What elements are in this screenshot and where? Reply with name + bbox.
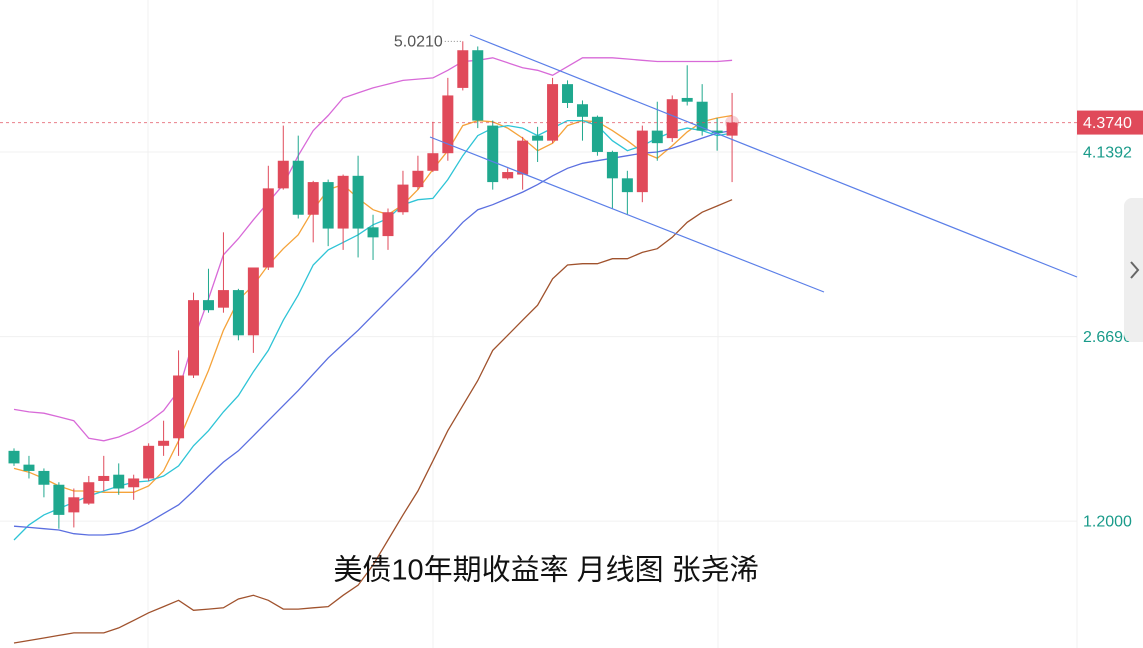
candle-body	[337, 175, 349, 229]
candle-body	[427, 153, 439, 171]
candle-body	[606, 151, 618, 179]
candle-body	[247, 267, 259, 336]
candle-body	[457, 50, 469, 88]
candle-body	[68, 497, 80, 513]
side-toggle[interactable]	[1124, 198, 1143, 342]
grid: 1.2000 2.6696 4.1392	[0, 144, 1132, 530]
candles	[8, 41, 738, 529]
candle-body	[173, 375, 185, 439]
max-label: 5.0210	[394, 34, 443, 51]
candle-body	[367, 227, 379, 238]
candle-body	[143, 445, 155, 479]
candle-body	[23, 464, 35, 471]
candle-body	[487, 125, 499, 183]
trend-lines	[429, 34, 1078, 293]
candle-body	[202, 300, 214, 311]
candle-body	[158, 440, 170, 446]
candle-body	[681, 97, 693, 102]
y-tick-label: 4.1392	[1083, 144, 1132, 161]
candle-body	[217, 290, 229, 308]
side-toggle-bg[interactable]	[1124, 198, 1143, 342]
trend-line	[469, 34, 1078, 278]
candle-body	[666, 99, 678, 139]
candle-body	[472, 50, 484, 121]
candle-body	[591, 116, 603, 152]
candle-body	[128, 478, 140, 488]
candle-body	[38, 470, 50, 485]
candle-body	[502, 172, 514, 179]
indicator-line	[13, 57, 733, 442]
candle-body	[307, 182, 319, 215]
candle-body	[412, 170, 424, 188]
candle-body	[232, 290, 244, 336]
candle-body	[397, 184, 409, 213]
indicator-line	[13, 199, 733, 644]
overlay: 4.3740 5.0210	[0, 34, 1143, 135]
chevron-icon[interactable]	[1130, 261, 1140, 279]
candle-body	[188, 300, 200, 376]
candle-body	[277, 160, 289, 189]
candle-body	[711, 130, 723, 134]
current-price-label: 4.3740	[1083, 115, 1132, 132]
candle-body	[352, 175, 364, 229]
candle-body	[562, 84, 574, 103]
candle-body	[442, 95, 454, 154]
candle-body	[651, 130, 663, 144]
candle-body	[292, 160, 304, 215]
candle-body	[636, 130, 648, 193]
current-price-badge	[1077, 110, 1143, 135]
candle-body	[532, 135, 544, 141]
candle-body	[696, 101, 708, 131]
candle-body	[621, 178, 633, 193]
candle-body	[262, 188, 274, 268]
candle-body	[322, 182, 334, 229]
candle-body	[113, 474, 125, 489]
candle-body	[576, 104, 588, 117]
candle-body	[53, 484, 65, 515]
current-price-glow	[725, 115, 740, 130]
candle-body	[98, 475, 110, 481]
chart-title: 美债10年期收益率 月线图 张尧浠	[333, 554, 758, 587]
candle-body	[8, 450, 20, 464]
candle-body	[726, 122, 738, 136]
candle-body	[382, 212, 394, 237]
candle-body	[83, 482, 95, 504]
vertical-grid	[147, 0, 1078, 648]
candle-body	[547, 84, 559, 141]
y-tick-label: 1.2000	[1083, 513, 1132, 530]
candle-body	[517, 140, 529, 175]
trend-line	[429, 136, 825, 293]
y-tick-label: 2.6696	[1083, 329, 1132, 346]
